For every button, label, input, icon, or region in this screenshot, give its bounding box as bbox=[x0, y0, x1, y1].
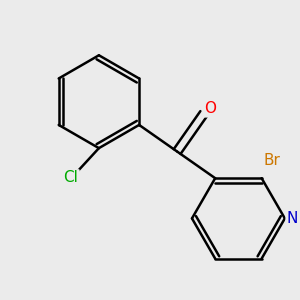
Text: O: O bbox=[204, 101, 216, 116]
Text: Cl: Cl bbox=[64, 170, 79, 185]
Text: N: N bbox=[286, 211, 298, 226]
Text: Br: Br bbox=[263, 153, 280, 168]
